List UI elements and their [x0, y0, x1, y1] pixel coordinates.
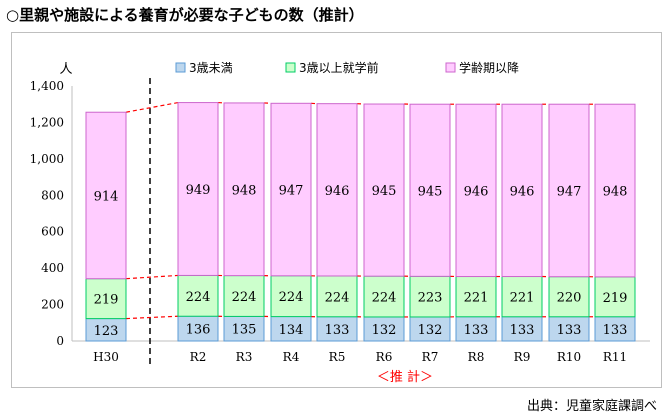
connector-line	[125, 315, 179, 320]
bar-value-label: 133	[510, 323, 535, 338]
bar-segment	[316, 103, 358, 277]
bar-value-label: 221	[510, 291, 535, 306]
y-tick-label: 1,400	[30, 79, 64, 93]
bar-segment	[455, 276, 497, 318]
legend-swatch	[445, 62, 456, 73]
x-tick-label: R2	[190, 350, 207, 364]
bar-segment	[363, 316, 405, 342]
x-tick-label: R7	[422, 350, 439, 364]
bar-segment	[548, 316, 590, 342]
bar-value-label: 219	[603, 291, 628, 306]
bar-segment	[85, 111, 127, 280]
chart-title: ○里親や施設による養育が必要な子どもの数（推計）	[6, 6, 364, 24]
bar-value-label: 220	[557, 291, 582, 306]
bar-value-label: 946	[325, 184, 350, 199]
bar-segment	[177, 274, 219, 317]
x-tick-label: R10	[557, 350, 581, 364]
bar-segment	[177, 315, 219, 342]
y-tick-label: 800	[41, 188, 64, 202]
legend: 3歳未満 3歳以上就学前 学齢期以降	[175, 60, 519, 75]
bar-segment	[316, 316, 358, 342]
y-tick-label: 600	[41, 225, 64, 239]
bar-value-label: 224	[279, 290, 304, 305]
bar-segment	[594, 316, 636, 342]
connector-lines	[125, 101, 596, 320]
x-tick-label: R9	[514, 350, 531, 364]
bar-segment	[409, 275, 451, 318]
bar-value-label: 946	[464, 184, 489, 199]
bar-segment	[501, 103, 543, 278]
forecast-annotation: ＜推 計＞	[377, 369, 433, 385]
bar-value-label: 945	[372, 184, 397, 199]
y-tick-label: 400	[41, 261, 64, 275]
bar-value-label: 135	[232, 323, 257, 338]
source-note: 出典：児童家庭課調べ	[526, 399, 657, 414]
bar-value-label: 946	[510, 184, 535, 199]
bar-value-label: 948	[232, 183, 257, 198]
bar-value-label: 947	[557, 184, 582, 199]
bar-value-label: 221	[464, 291, 489, 306]
connector-line	[125, 101, 179, 113]
bar-segment	[455, 103, 497, 278]
x-tick-label: R11	[603, 350, 627, 364]
bar-value-label: 914	[94, 189, 119, 204]
legend-label: 3歳以上就学前	[299, 60, 379, 75]
bar-value-label: 224	[232, 290, 257, 305]
bar-segment	[177, 102, 219, 276]
bar-segment	[363, 103, 405, 277]
x-tick-label: R4	[283, 350, 300, 364]
bar-segment	[501, 316, 543, 342]
y-tick-label: 200	[41, 298, 64, 312]
x-tick-label: R3	[236, 350, 253, 364]
legend-swatch	[285, 62, 296, 73]
bar-segment	[270, 316, 312, 342]
bar-value-label: 132	[418, 323, 443, 338]
bar-segment	[409, 316, 451, 342]
bar-value-label: 945	[418, 184, 443, 199]
bar-segment	[223, 275, 265, 317]
bars: 123 136 135 134 133 132 132 133 133 133 133 219 224 2…	[85, 102, 636, 342]
legend-label: 学齢期以降	[459, 60, 519, 75]
legend-swatch	[175, 62, 186, 73]
bar-value-label: 223	[418, 291, 443, 306]
bar-value-label: 947	[279, 184, 304, 199]
bar-segment	[223, 102, 265, 277]
bar-value-label: 133	[557, 323, 582, 338]
bar-value-label: 224	[325, 290, 350, 305]
y-tick-label: 1,000	[30, 152, 64, 166]
chart-frame	[11, 32, 662, 388]
bar-value-label: 949	[186, 183, 211, 198]
bar-value-label: 224	[372, 291, 397, 306]
bar-segment	[363, 275, 405, 318]
bar-segment	[548, 103, 590, 278]
bar-value-label: 133	[325, 323, 350, 338]
bar-segment	[594, 103, 636, 278]
bar-segment	[270, 102, 312, 277]
bar-value-label: 948	[603, 185, 628, 200]
bar-value-label: 123	[94, 324, 119, 339]
bar-value-label: 133	[603, 323, 628, 338]
x-tick-label: R5	[329, 350, 346, 364]
connector-line	[125, 274, 179, 280]
y-axis-unit-label: 人	[59, 62, 72, 77]
x-tick-label: R8	[468, 350, 485, 364]
bar-segment	[85, 278, 127, 320]
bar-segment	[409, 103, 451, 277]
bar-value-label: 219	[94, 293, 119, 308]
bar-value-label: 132	[372, 323, 397, 338]
y-tick-label: 0	[56, 334, 64, 348]
axes: 0 200 400 600 800 1,000 1,200 1,400 H30 R2 R3 R4 R5 R…	[30, 78, 650, 366]
x-tick-label: H30	[93, 350, 119, 364]
bar-value-label: 133	[464, 323, 489, 338]
legend-label: 3歳未満	[189, 61, 233, 75]
bar-value-label: 134	[279, 323, 304, 338]
y-tick-label: 1,200	[30, 115, 64, 129]
x-tick-label: R6	[376, 350, 393, 364]
bar-value-label: 224	[186, 290, 211, 305]
bar-segment	[223, 315, 265, 342]
bar-value-label: 136	[186, 323, 211, 338]
